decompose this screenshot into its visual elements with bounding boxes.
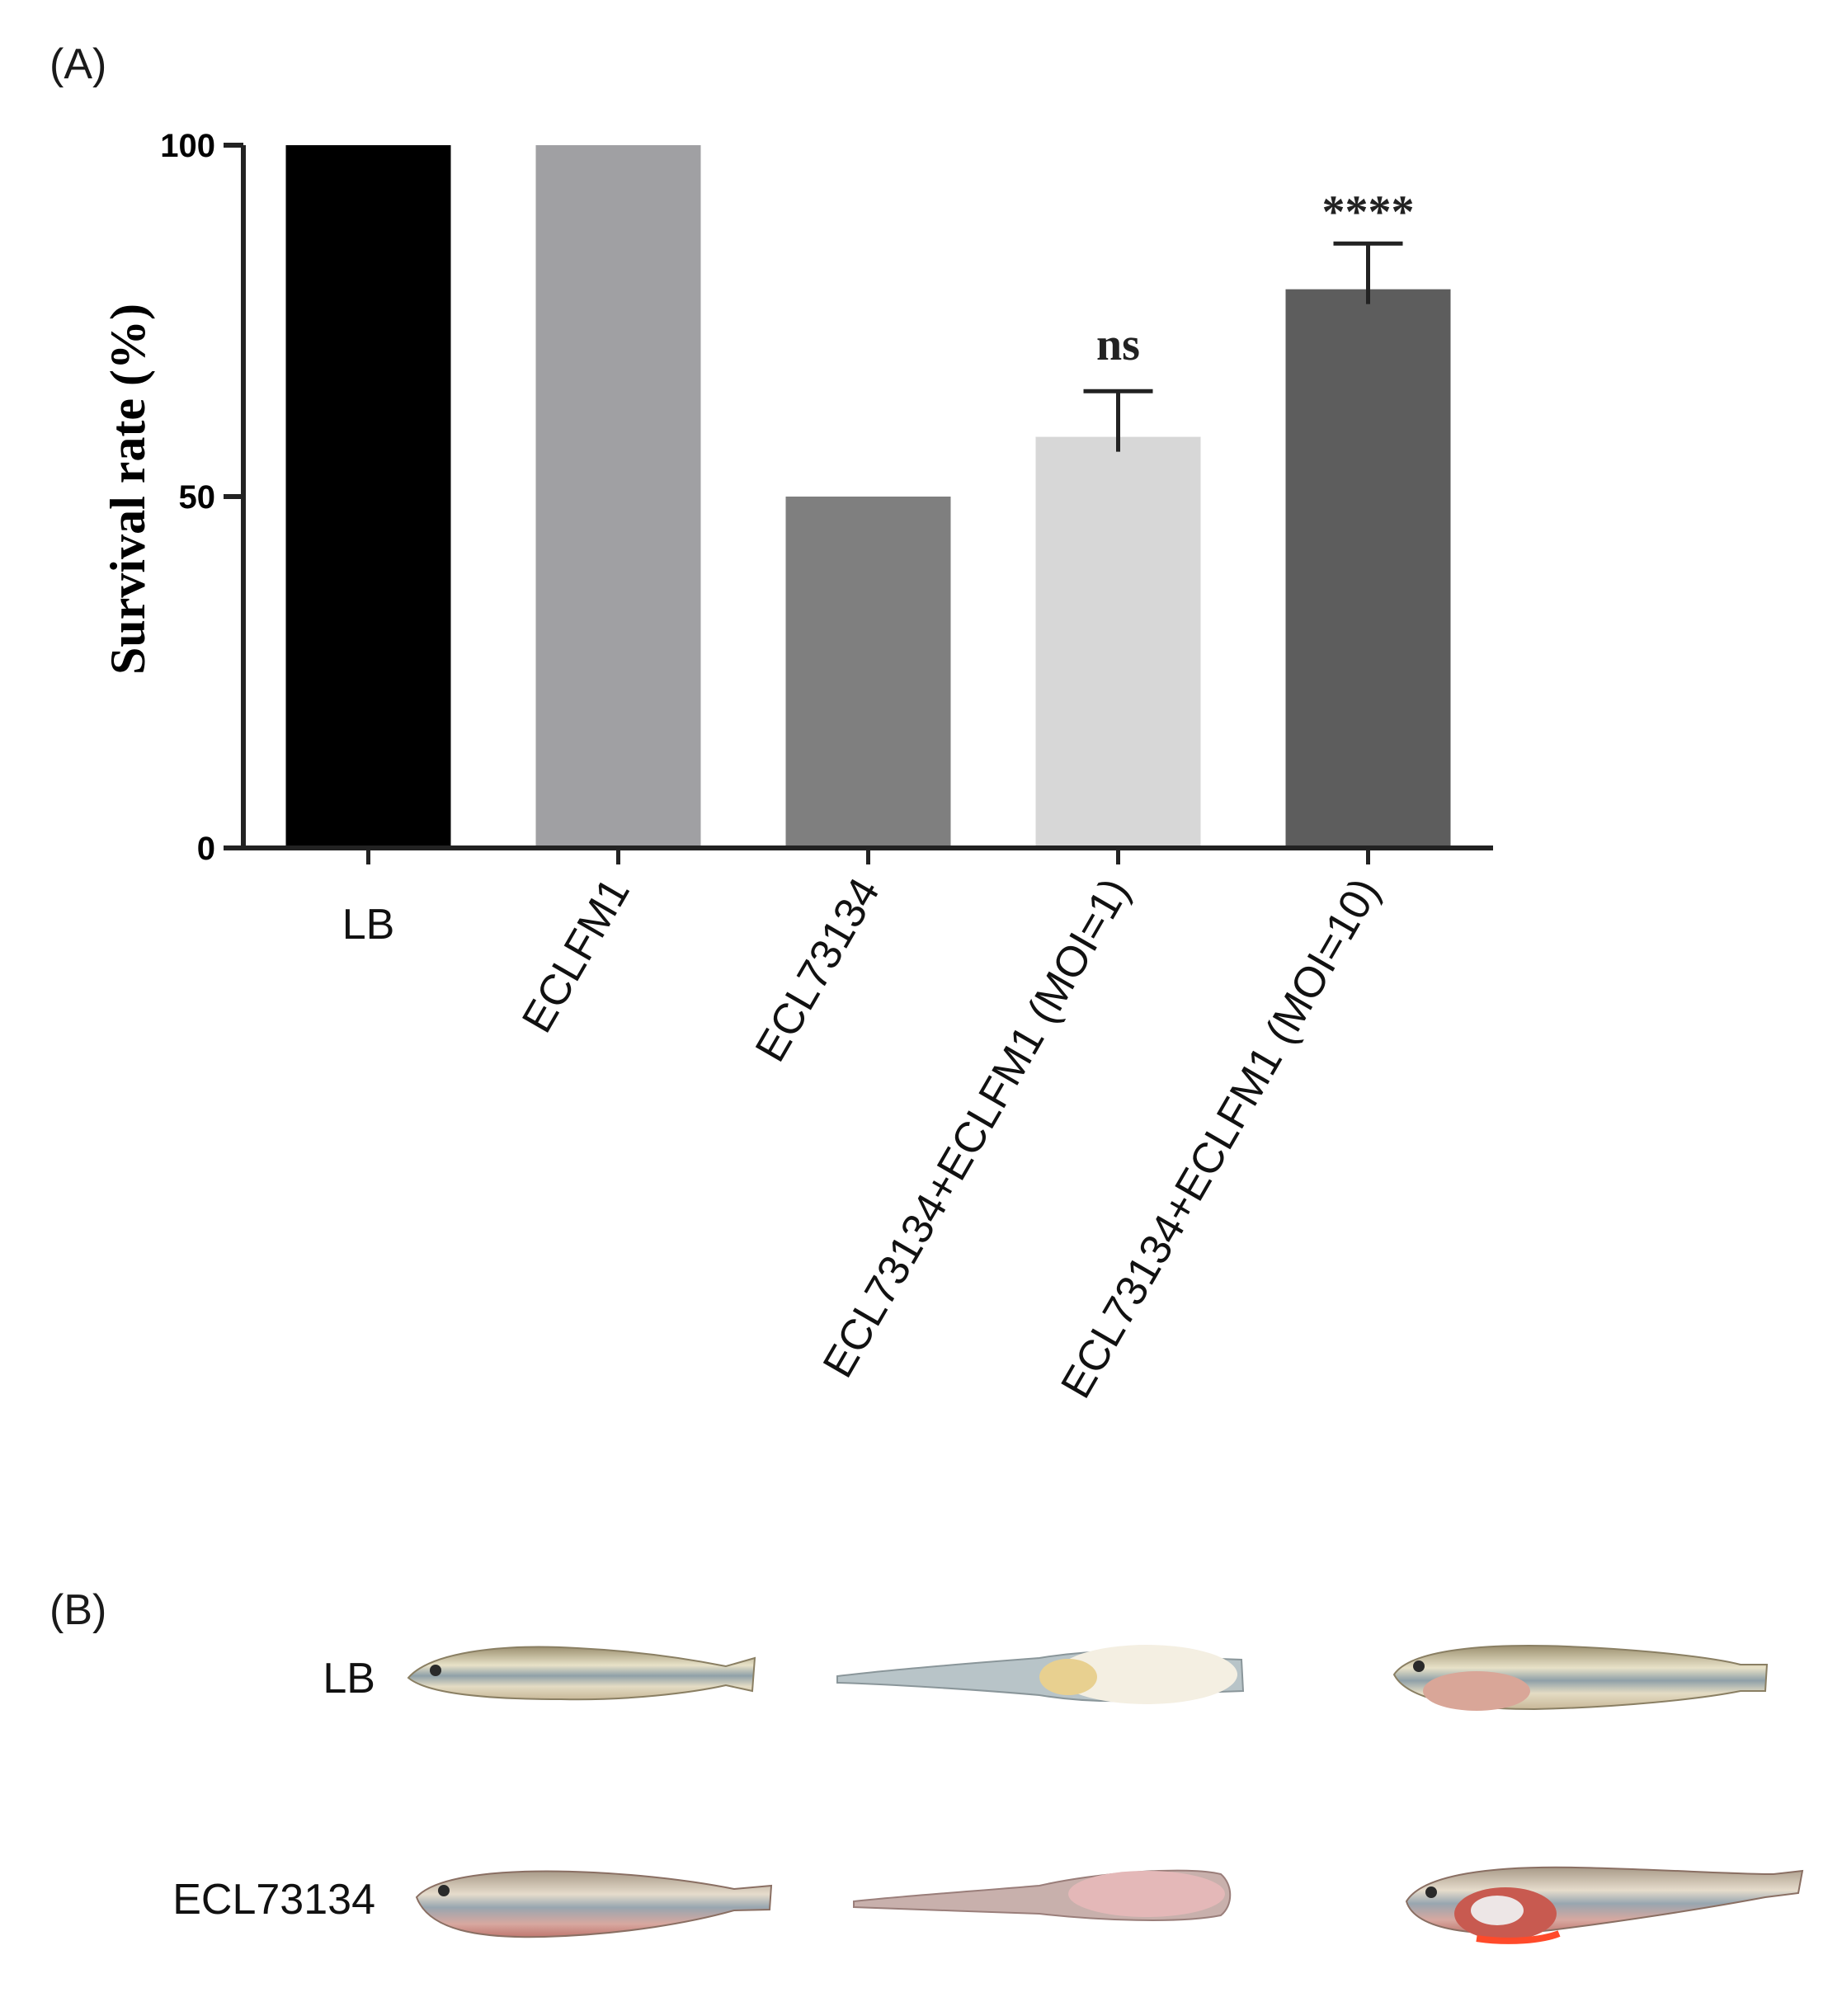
panel-b-label: (B)	[49, 1586, 107, 1634]
fish-photo-lb-opened	[1392, 1645, 1769, 1711]
x-tick-label-4: ECL73134+ECLFM1 (MOI=1)	[814, 870, 1139, 1386]
y-tick-label-3: 100	[160, 128, 215, 164]
x-tick-label-3: ECL73134	[747, 870, 889, 1070]
significance-label-5: ****	[1322, 186, 1415, 238]
photo-row-label-lb: LB	[323, 1655, 375, 1703]
panel-a-label: (A)	[49, 40, 107, 88]
y-tick-label-2: 50	[179, 479, 216, 516]
bar-3	[785, 497, 951, 848]
y-axis-title: Survival rate (%)	[101, 304, 155, 675]
bar-4	[1035, 436, 1201, 848]
x-tick-label-2: ECLFM1	[513, 870, 639, 1041]
significance-label-4: ns	[1096, 319, 1140, 370]
x-tick-label-1: LB	[342, 901, 395, 949]
bar-5	[1285, 289, 1451, 848]
fish-photo-ecl73134-dissected	[853, 1869, 1232, 1921]
fish-photo-ecl73134-opened	[1405, 1866, 1804, 1944]
y-tick-label-1: 0	[197, 831, 215, 867]
fish-photo-ecl73134-intact	[415, 1870, 773, 1938]
bar-1	[285, 145, 451, 848]
fish-photo-lb-intact	[407, 1646, 756, 1701]
photo-row-label-ecl73134: ECL73134	[172, 1876, 375, 1924]
bar-2	[535, 145, 701, 848]
fish-photo-panel: LB ECL73134	[172, 1645, 1804, 1944]
survival-bar-chart: Survival rate (%) LB ECLFM1 ECL73134 ns ECL7…	[101, 128, 1493, 1406]
fish-photo-lb-dissected	[836, 1645, 1245, 1704]
